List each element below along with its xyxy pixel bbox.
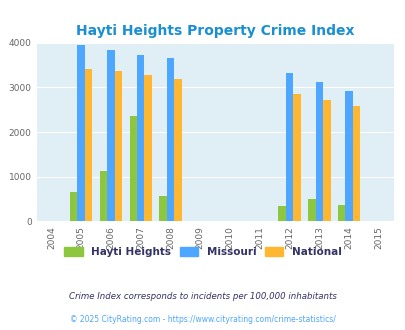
Bar xyxy=(77,45,85,221)
Bar xyxy=(285,73,293,221)
Text: Crime Index corresponds to incidents per 100,000 inhabitants: Crime Index corresponds to incidents per… xyxy=(69,292,336,301)
Bar xyxy=(100,171,107,221)
Bar xyxy=(307,199,315,221)
Bar xyxy=(115,71,122,221)
Bar xyxy=(159,196,166,221)
Bar xyxy=(322,100,330,221)
Bar xyxy=(337,205,345,221)
Bar xyxy=(137,55,144,221)
Bar xyxy=(70,192,77,221)
Bar xyxy=(107,50,115,221)
Bar xyxy=(352,106,360,221)
Title: Hayti Heights Property Crime Index: Hayti Heights Property Crime Index xyxy=(76,23,354,38)
Text: © 2025 CityRating.com - https://www.cityrating.com/crime-statistics/: © 2025 CityRating.com - https://www.city… xyxy=(70,315,335,324)
Bar xyxy=(345,91,352,221)
Bar xyxy=(315,82,322,221)
Bar xyxy=(129,116,137,221)
Legend: Hayti Heights, Missouri, National: Hayti Heights, Missouri, National xyxy=(61,244,344,260)
Bar xyxy=(85,69,92,221)
Bar xyxy=(166,58,174,221)
Bar xyxy=(278,206,285,221)
Bar xyxy=(174,79,181,221)
Bar xyxy=(293,94,300,221)
Bar xyxy=(144,75,151,221)
